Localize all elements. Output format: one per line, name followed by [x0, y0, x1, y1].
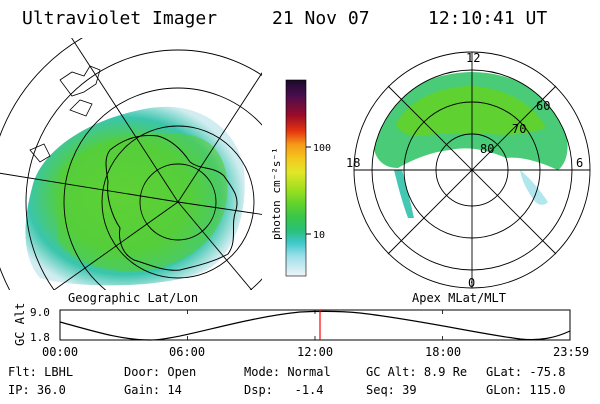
gc-altitude-timeline: GC Alt 9.0 1.8 00:00 06:00 12:00 18:00 2… [13, 303, 589, 359]
status-panel: Flt: LBHL Door: Open Mode: Normal GC Alt… [8, 365, 565, 397]
colorbar: 100 10 photon cm⁻²s⁻¹ [270, 79, 331, 277]
status-gain: Gain: 14 [124, 383, 182, 397]
mlat-label-80: 80 [480, 142, 494, 156]
status-gc-alt: GC Alt: 8.9 Re [366, 365, 467, 379]
mlat-mlt-map: 12 18 6 0 60 70 80 [346, 51, 591, 290]
time-label: 12:10:41 UT [428, 8, 547, 29]
geographic-map [0, 38, 262, 290]
colorbar-tick-label-10: 10 [313, 230, 325, 241]
timeline-ytick-min: 1.8 [30, 331, 50, 344]
coastline [105, 135, 238, 271]
app-title: Ultraviolet Imager [22, 8, 217, 29]
colorbar-swatch [285, 79, 307, 277]
timeline-xtick-2: 12:00 [297, 345, 333, 359]
colorbar-unit-label: photon cm⁻²s⁻¹ [270, 147, 283, 240]
right-aurora-arm [394, 170, 414, 218]
timeline-xticks [187, 310, 443, 340]
right-aurora-core [396, 86, 546, 136]
colorbar-tick-label-100: 100 [313, 143, 331, 154]
mlat-label-70: 70 [512, 122, 526, 136]
right-grid [353, 51, 591, 289]
gc-altitude-curve [59, 310, 571, 341]
status-flt: Flt: LBHL [8, 365, 73, 379]
coastline-detail [29, 65, 101, 163]
status-seq: Seq: 39 [366, 383, 417, 397]
status-mode: Mode: Normal [244, 365, 331, 379]
timeline-ytick-max: 9.0 [30, 306, 50, 319]
status-door: Door: Open [124, 365, 196, 379]
geographic-panel-label: Geographic Lat/Lon [68, 291, 198, 305]
timeline-xtick-1: 06:00 [169, 345, 205, 359]
mlt-label-noon: 12 [466, 51, 480, 65]
status-ip: IP: 36.0 [8, 383, 66, 397]
status-row-1: Flt: LBHL Door: Open Mode: Normal GC Alt… [8, 365, 565, 379]
mlat-label-60: 60 [536, 99, 550, 113]
status-glat: GLat: -75.8 [486, 365, 565, 379]
timeline-xtick-0: 00:00 [42, 345, 78, 359]
status-dsp: Dsp: -1.4 [244, 383, 324, 397]
left-grid [0, 38, 262, 290]
mlt-label-dusk: 18 [346, 156, 360, 170]
date-label: 21 Nov 07 [272, 8, 370, 29]
right-aurora-dusk-patch [520, 170, 548, 205]
status-glon: GLon: 115.0 [486, 383, 565, 397]
status-row-2: IP: 36.0 Gain: 14 Dsp: -1.4 Seq: 39 GLon… [8, 383, 565, 397]
timeline-xtick-4: 23:59 [553, 345, 589, 359]
mlt-label-dawn: 6 [576, 156, 583, 170]
mlt-label-midnight: 0 [468, 276, 475, 290]
timeline-xtick-3: 18:00 [425, 345, 461, 359]
timeline-axis-title: GC Alt [13, 303, 27, 346]
left-aurora-speckle [58, 133, 228, 272]
apex-panel-label: Apex MLat/MLT [412, 291, 506, 305]
